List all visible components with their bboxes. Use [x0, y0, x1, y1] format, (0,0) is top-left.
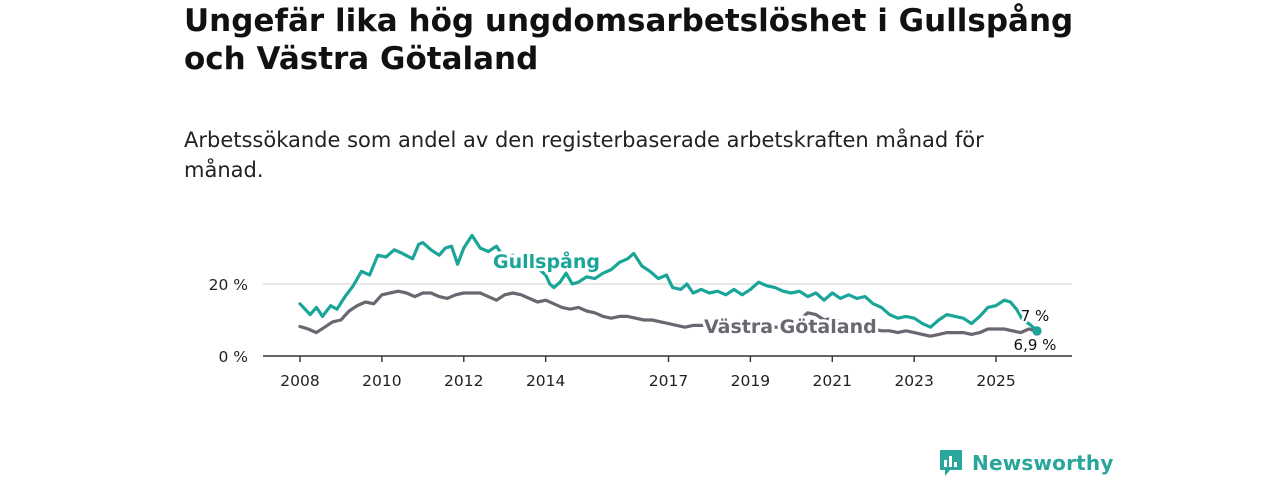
x-tick-label: 2017	[649, 372, 688, 390]
x-tick-label: 2010	[362, 372, 401, 390]
series-name-label: Västra Götaland	[704, 316, 877, 338]
chart-subtitle: Arbetssökande som andel av den registerb…	[184, 128, 984, 182]
x-tick-label: 2008	[280, 372, 319, 390]
x-tick-label: 2019	[731, 372, 770, 390]
line-chart: 0 % 20 % 2008 2010 2012 2014 2017 2019 2021 2023 2…	[209, 233, 1072, 390]
chart-title: Ungefär lika hög ungdomsarbetslöshet i G…	[184, 3, 1074, 77]
series-end-label: 6,9 %	[1014, 336, 1057, 354]
series-end-point	[1032, 326, 1042, 336]
series-line-vastra-gotaland	[298, 289, 1039, 338]
series-name-label: Gullspång	[493, 249, 600, 273]
x-tick-label: 2023	[894, 372, 933, 390]
series-line-gullspang	[298, 233, 1039, 333]
newsworthy-brand[interactable]: Newsworthy	[938, 448, 1114, 478]
series-lines	[298, 233, 1042, 338]
x-tick-label: 2014	[526, 372, 565, 390]
x-tick-label: 2012	[444, 372, 483, 390]
y-tick-label: 20 %	[209, 276, 248, 294]
newsworthy-logo-icon	[940, 450, 962, 476]
series-labels: Gullspång Västra Götaland 7 % 6,9 %	[490, 246, 1059, 357]
x-tick-label: 2021	[813, 372, 852, 390]
brand-name: Newsworthy	[972, 451, 1114, 475]
y-tick-label: 0 %	[218, 348, 248, 366]
x-tick-label: 2025	[976, 372, 1015, 390]
axes: 0 % 20 % 2008 2010 2012 2014 2017 2019 2021 2023 2…	[209, 276, 1072, 390]
series-end-label: 7 %	[1021, 307, 1050, 325]
